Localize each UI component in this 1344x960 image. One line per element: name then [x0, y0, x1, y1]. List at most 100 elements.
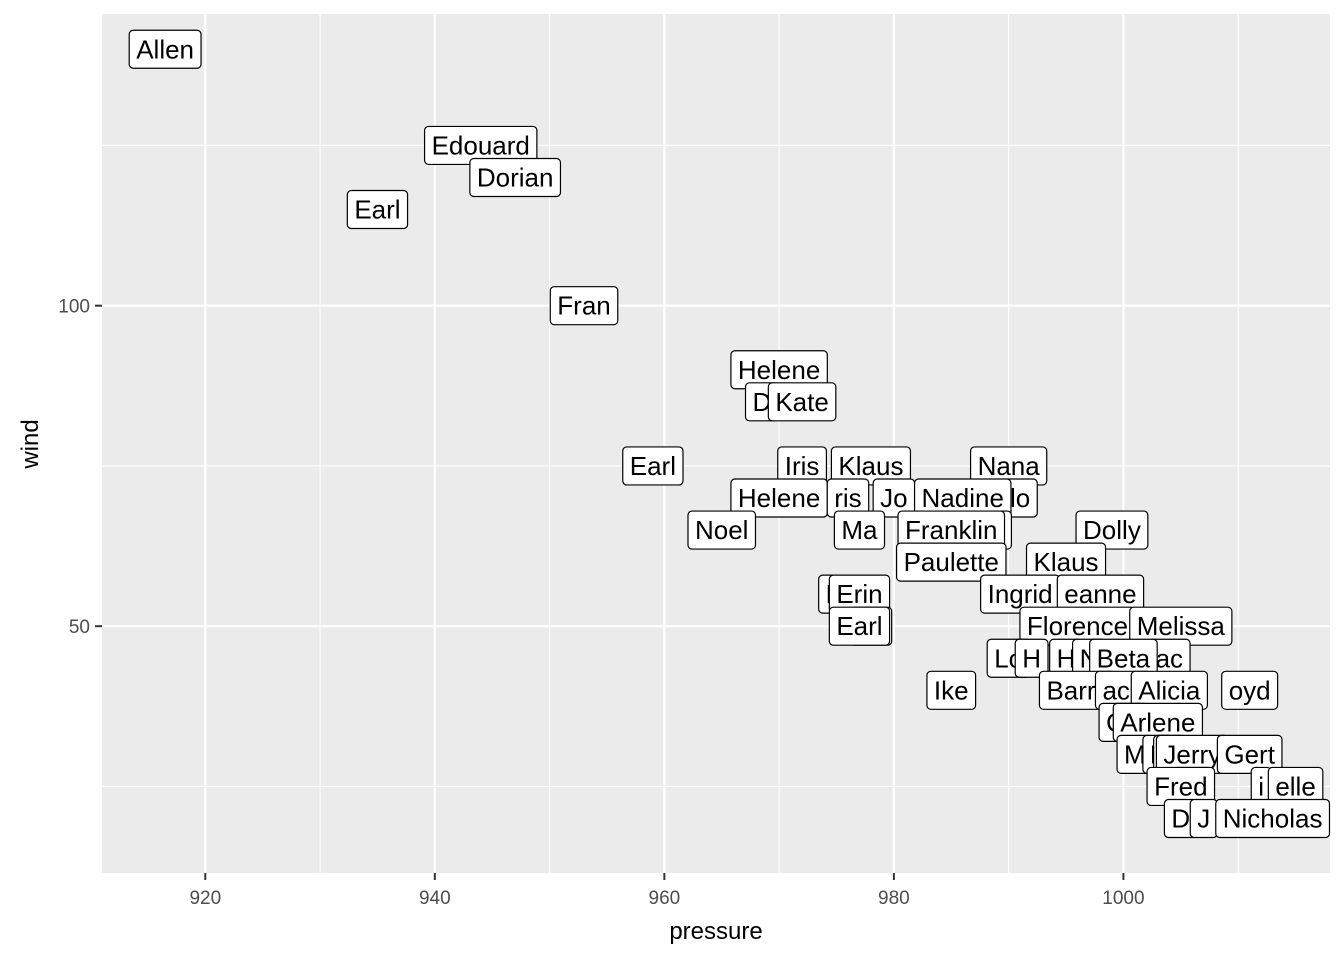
y-axis-title: wind: [17, 419, 44, 469]
point-label-text: Alicia: [1138, 675, 1201, 705]
point-label-text: Melissa: [1137, 611, 1226, 641]
point-label: Earl: [622, 446, 684, 486]
point-label-text: Kate: [775, 387, 829, 417]
point-label-text: D: [753, 387, 772, 417]
point-label: Arlene: [1112, 702, 1204, 742]
point-label-text: Fred: [1154, 771, 1207, 801]
point-label: Nana: [969, 446, 1048, 486]
point-label-text: Florence: [1027, 611, 1128, 641]
point-label-box: [895, 542, 1007, 582]
x-tick-label: 980: [878, 888, 910, 909]
point-label: Franklin: [897, 510, 1006, 550]
point-label: Ike: [926, 670, 977, 710]
point-label-box: [469, 157, 562, 198]
point-label-text: Fran: [557, 291, 610, 321]
point-label: Jo: [872, 478, 916, 518]
point-label-text: Earl: [836, 611, 882, 641]
minor-grid: [102, 14, 1330, 873]
point-label: Earl: [346, 189, 409, 230]
point-label-text: D: [1171, 804, 1190, 834]
point-label: Helene: [730, 350, 828, 390]
point-label: Earl: [828, 606, 891, 646]
point-label: elle: [1267, 766, 1324, 807]
point-label-text: J: [1197, 804, 1210, 834]
point-label: Fred: [1146, 766, 1216, 807]
major-grid: [102, 14, 1330, 873]
x-tick-label: 940: [419, 888, 451, 909]
x-tick-label: 1000: [1102, 888, 1144, 909]
point-label-text: Dolly: [1083, 515, 1141, 545]
point-label-text: Iris: [785, 451, 820, 481]
x-tick-label: 960: [649, 888, 681, 909]
point-label: H: [1014, 638, 1049, 678]
point-label-text: Earl: [354, 195, 400, 225]
point-label-box: [1221, 670, 1279, 710]
point-label-text: Erin: [836, 579, 882, 609]
point-label-text: Nana: [978, 451, 1041, 481]
point-label: Nicholas: [1215, 798, 1331, 839]
point-label-text: H: [1022, 643, 1041, 673]
point-label: Iris: [777, 446, 828, 486]
point-label-text: Ma: [841, 515, 878, 545]
point-label-text: Jo: [880, 483, 907, 513]
point-label-text: Paulette: [904, 547, 999, 577]
point-label-box: [828, 606, 891, 646]
y-tick-label: 50: [69, 617, 90, 638]
point-label-box: [1075, 510, 1149, 550]
point-label-text: Ingrid: [988, 579, 1053, 609]
point-label: J: [1189, 798, 1218, 839]
point-label-text: Noel: [695, 515, 748, 545]
point-label-text: eanne: [1064, 579, 1136, 609]
point-label: Erin: [828, 574, 891, 614]
point-label-box: [549, 286, 619, 326]
point-label-text: Gert: [1224, 739, 1275, 769]
point-label-text: Klaus: [838, 451, 903, 481]
point-label-box: [830, 446, 912, 486]
point-label-box: [346, 189, 409, 230]
point-label-text: Dorian: [477, 162, 554, 192]
point-label: Nadine: [913, 478, 1012, 518]
point-label-box: [622, 446, 684, 486]
x-axis-title: pressure: [669, 918, 762, 945]
point-label-text: Ike: [934, 675, 969, 705]
point-label-text: i: [1258, 771, 1264, 801]
point-label-box: [833, 510, 886, 550]
point-label: Edouard: [423, 125, 538, 166]
point-label-text: H: [1057, 643, 1076, 673]
point-label: Dorian: [469, 157, 562, 198]
point-label: Allen: [128, 29, 202, 69]
point-label: Beta: [1089, 638, 1158, 678]
point-label-text: M: [1124, 739, 1146, 769]
point-label: oyd: [1221, 670, 1279, 710]
point-label: Gert: [1216, 734, 1283, 775]
point-label-text: Jerry: [1163, 739, 1221, 769]
point-label: Melissa: [1129, 606, 1233, 646]
point-label-box: [128, 29, 202, 69]
y-axis-ticks: 50 100: [58, 297, 102, 638]
point-label-text: Nicholas: [1223, 804, 1323, 834]
point-label-box: [1216, 734, 1283, 775]
point-label: Klaus: [1025, 542, 1107, 582]
point-label-text: elle: [1275, 771, 1315, 801]
point-label-text: Helene: [738, 483, 820, 513]
point-label-text: Franklin: [905, 515, 997, 545]
point-label-box: [1014, 638, 1049, 678]
point-label-text: Beta: [1097, 643, 1151, 673]
point-label: ac: [1147, 638, 1191, 678]
point-label: Ma: [833, 510, 886, 550]
point-label-text: Nadine: [922, 483, 1004, 513]
point-label: D: [1163, 798, 1198, 839]
point-label-text: ris: [834, 483, 861, 513]
point-label: Fran: [549, 286, 619, 326]
point-label: ris: [826, 478, 870, 518]
point-label-text: ac: [1156, 643, 1183, 673]
point-label-text: oyd: [1229, 675, 1271, 705]
point-label: Klaus: [830, 446, 912, 486]
y-tick-label: 100: [58, 297, 90, 318]
point-label-text: Klaus: [1034, 547, 1099, 577]
point-label-text: Helene: [738, 355, 820, 385]
point-label: Helene: [730, 478, 828, 518]
point-label-box: [687, 510, 757, 550]
